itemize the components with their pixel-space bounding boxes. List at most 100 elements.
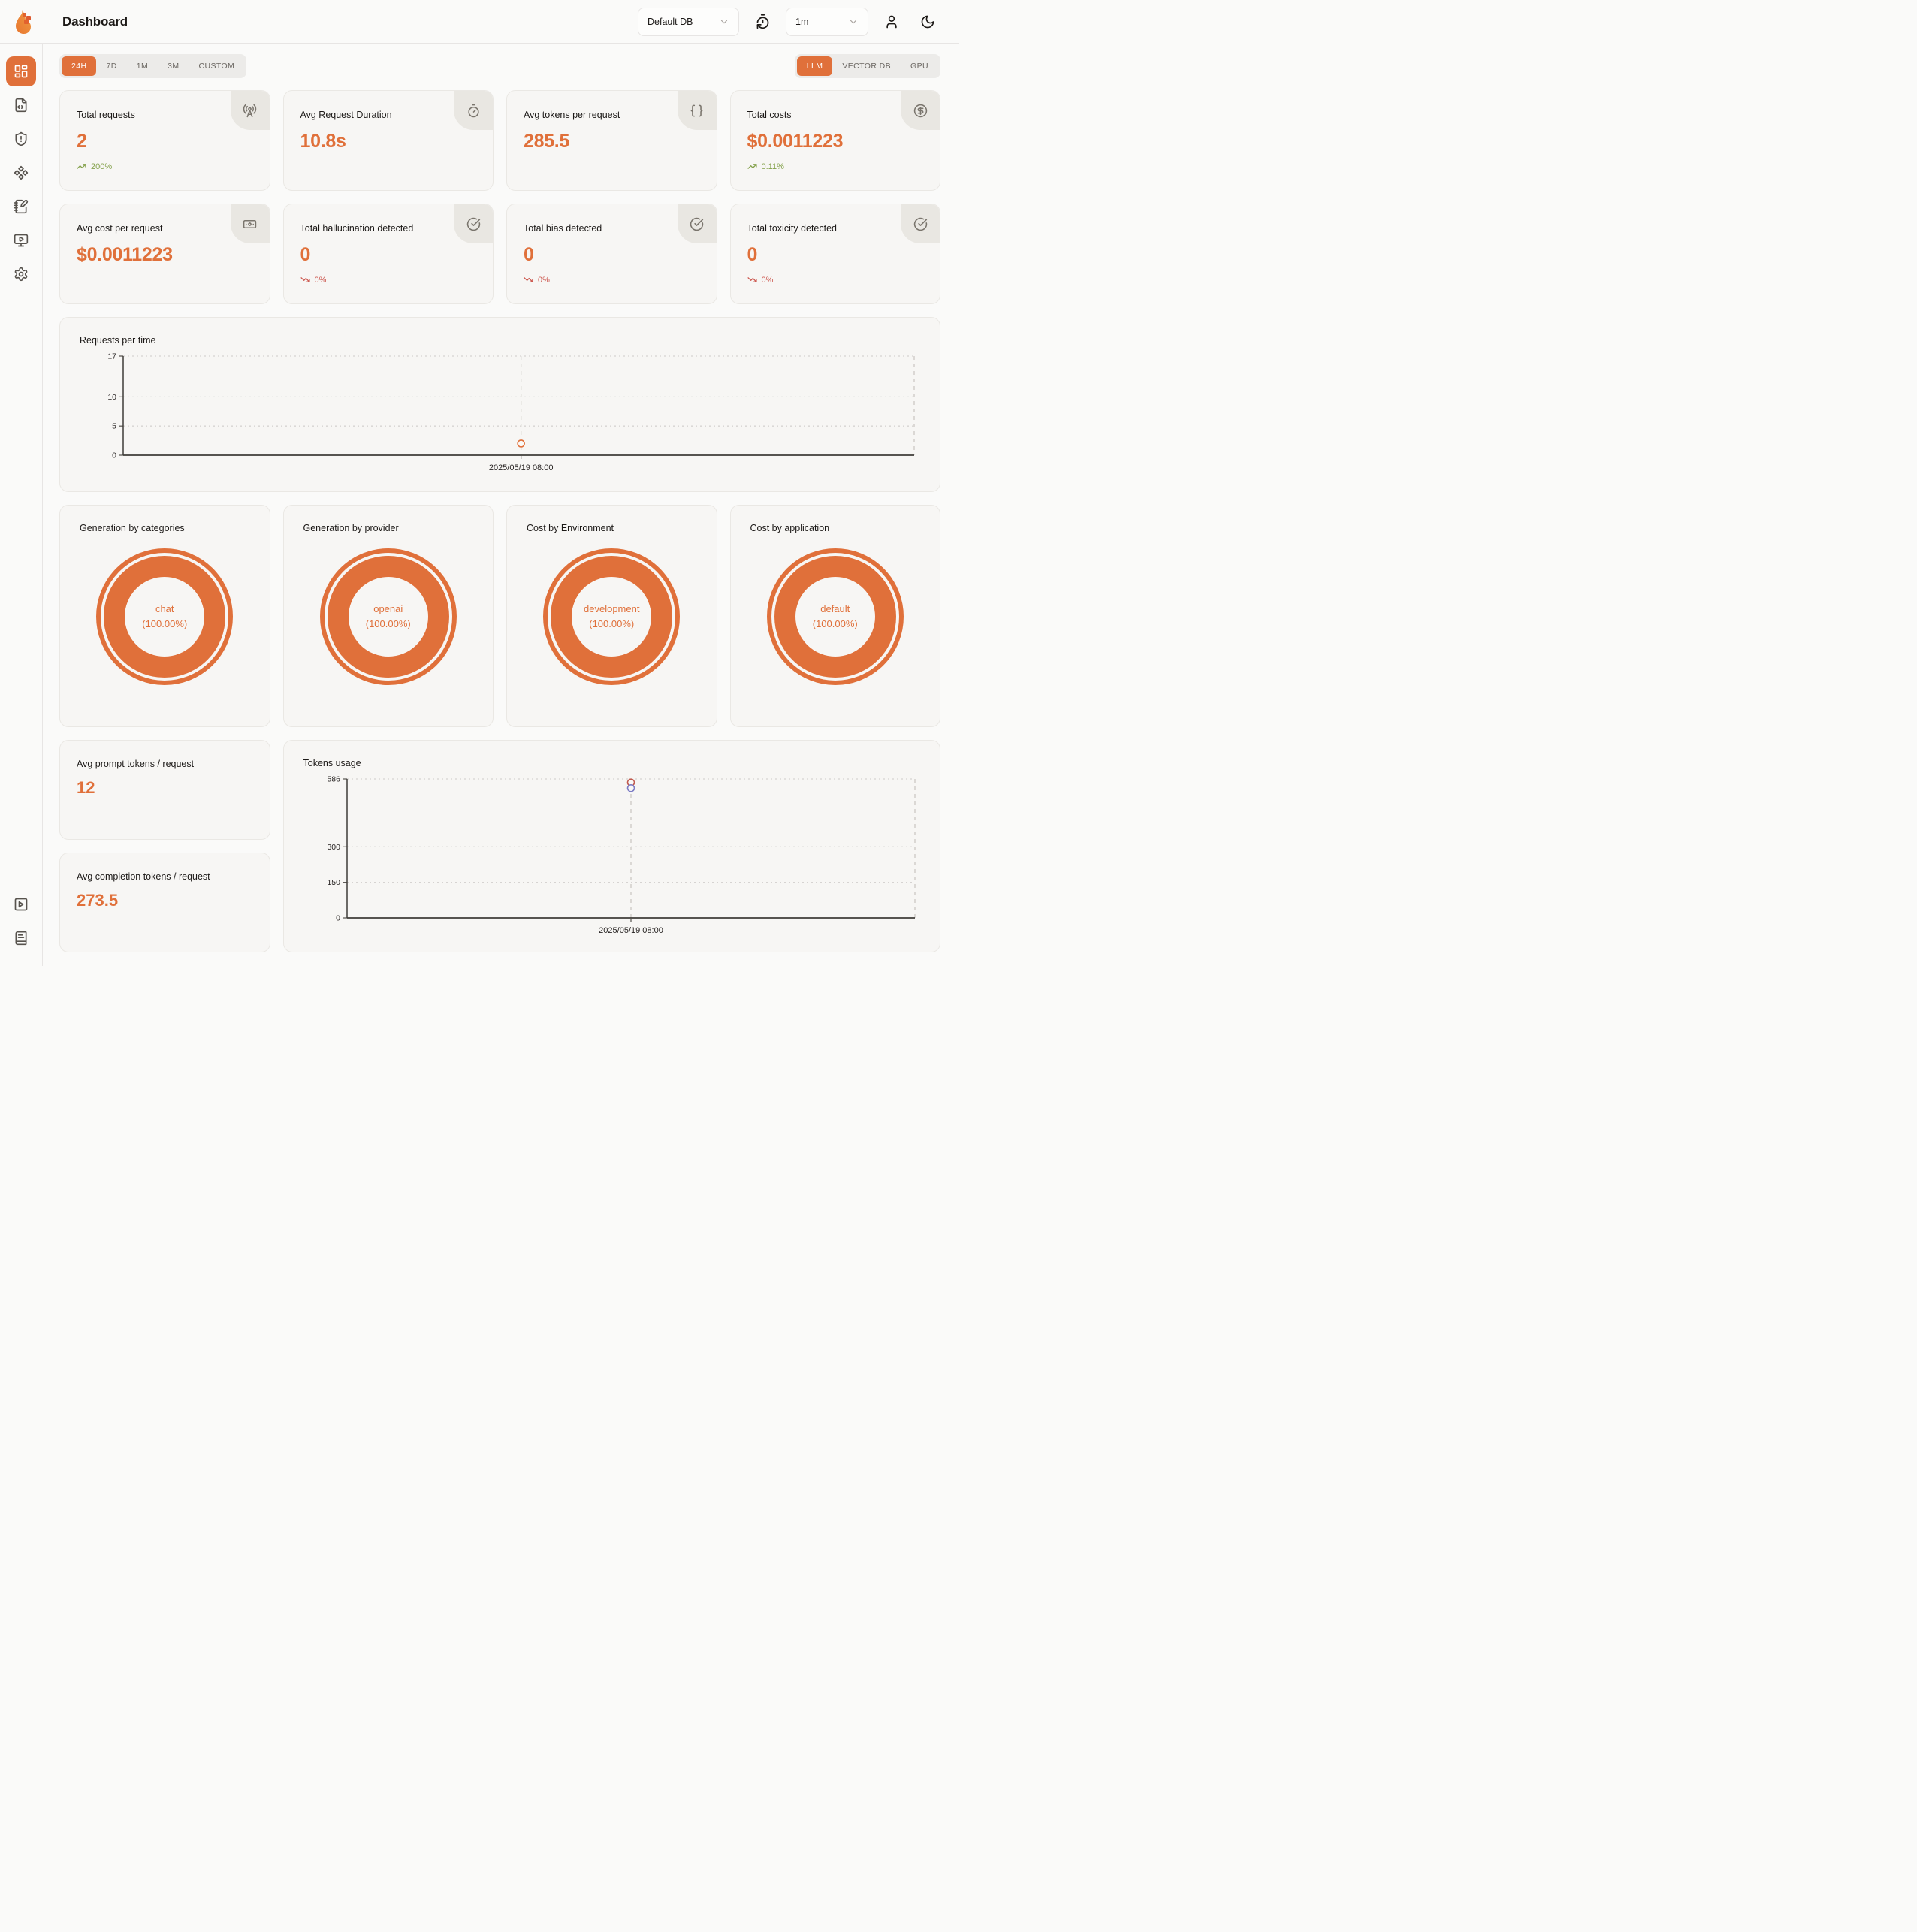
trending-up-icon bbox=[77, 164, 86, 169]
sidebar-item-settings[interactable] bbox=[6, 259, 36, 289]
sidebar-item-monitor-play[interactable] bbox=[6, 225, 36, 255]
tab-gpu[interactable]: GPU bbox=[901, 56, 938, 76]
stat-label: Avg completion tokens / request bbox=[77, 871, 210, 882]
stat-trend: 0% bbox=[300, 275, 477, 285]
stat-value: 0 bbox=[747, 244, 758, 265]
stat-value: 12 bbox=[77, 778, 95, 797]
tab-1m[interactable]: 1M bbox=[127, 56, 158, 76]
svg-text:150: 150 bbox=[327, 878, 340, 887]
svg-text:586: 586 bbox=[327, 775, 340, 784]
trending-down-icon bbox=[524, 277, 533, 282]
user-button[interactable] bbox=[879, 9, 904, 35]
stat-label: Avg tokens per request bbox=[524, 110, 620, 120]
chart-title: Cost by Environment bbox=[527, 523, 614, 533]
stat-cards-row-1: Total requests 2 200% Avg Request Durati… bbox=[59, 90, 940, 191]
stat-card-total-requests: Total requests 2 200% bbox=[59, 90, 270, 191]
avg-completion-tokens-card: Avg completion tokens / request 273.5 bbox=[59, 853, 270, 952]
tab-3m[interactable]: 3M bbox=[158, 56, 189, 76]
stat-card-total-costs: Total costs $0.0011223 0.11% bbox=[729, 90, 940, 191]
corner-badge bbox=[454, 91, 493, 130]
donut-segment-name: development bbox=[584, 602, 640, 614]
tab-24h[interactable]: 24H bbox=[62, 56, 97, 76]
stat-label: Total costs bbox=[747, 110, 792, 120]
interval-select-value: 1m bbox=[795, 16, 809, 27]
header: Dashboard Default DB 1m bbox=[43, 0, 958, 44]
corner-badge bbox=[677, 204, 717, 243]
stat-value: 0 bbox=[300, 244, 311, 265]
stat-card-total-bias: Total bias detected 0 0% bbox=[506, 204, 717, 304]
braces-icon bbox=[690, 104, 703, 116]
corner-badge bbox=[901, 204, 940, 243]
sidebar-item-shield-alert[interactable] bbox=[6, 124, 36, 154]
app-window: Dashboard Default DB 1m bbox=[0, 0, 958, 966]
interval-select[interactable]: 1m bbox=[786, 7, 868, 36]
tab-llm[interactable]: LLM bbox=[796, 56, 833, 76]
tab-custom[interactable]: CUSTOM bbox=[189, 56, 244, 76]
chart-title: Generation by provider bbox=[303, 523, 399, 533]
flame-logo-icon bbox=[15, 9, 31, 34]
sidebar-item-file-code[interactable] bbox=[6, 90, 36, 120]
svg-text:2025/05/19 08:00: 2025/05/19 08:00 bbox=[489, 463, 554, 472]
donut-center-label: chat (100.00%) bbox=[93, 545, 236, 688]
tab-vector-db[interactable]: VECTOR DB bbox=[832, 56, 901, 76]
sidebar-item-dashboard[interactable] bbox=[6, 56, 36, 86]
stat-trend: 200% bbox=[77, 162, 253, 171]
stat-value: 273.5 bbox=[77, 891, 119, 910]
tokens-usage-card: Tokens usage 0 150 300 586 2025/05/19 08:00 bbox=[282, 740, 940, 952]
sidebar-item-component[interactable] bbox=[6, 158, 36, 188]
svg-text:5: 5 bbox=[112, 422, 116, 431]
user-icon bbox=[886, 15, 897, 28]
donut-chart: chat (100.00%) bbox=[93, 545, 236, 688]
timer-reset-icon bbox=[756, 14, 768, 29]
sidebar-item-square-play[interactable] bbox=[6, 889, 36, 919]
donut-card-categories: Generation by categories chat (100.00%) bbox=[59, 505, 270, 727]
stat-card-total-toxicity: Total toxicity detected 0 0% bbox=[729, 204, 940, 304]
banknote-icon bbox=[243, 219, 257, 228]
refresh-timer-button[interactable] bbox=[750, 9, 775, 35]
donut-segment-pct: (100.00%) bbox=[589, 618, 635, 629]
stat-value: 10.8s bbox=[300, 131, 346, 152]
donut-center-label: openai (100.00%) bbox=[317, 545, 460, 688]
stat-trend-value: 0% bbox=[761, 275, 774, 285]
stat-trend-value: 0% bbox=[314, 275, 327, 285]
stat-label: Total toxicity detected bbox=[747, 223, 838, 234]
corner-badge bbox=[677, 91, 717, 130]
svg-text:17: 17 bbox=[107, 352, 116, 361]
trending-up-icon bbox=[747, 164, 757, 169]
donut-ring bbox=[543, 548, 681, 685]
file-code-icon bbox=[15, 98, 27, 113]
donut-segment-name: openai bbox=[373, 602, 403, 614]
stat-trend: 0% bbox=[524, 275, 700, 285]
theme-toggle-button[interactable] bbox=[915, 9, 940, 35]
page-title: Dashboard bbox=[62, 14, 128, 29]
donut-center-label: default (100.00%) bbox=[764, 545, 907, 688]
main-content: 24H 7D 1M 3M CUSTOM LLM VECTOR DB GPU To… bbox=[43, 44, 958, 966]
header-actions: Default DB 1m bbox=[638, 7, 940, 36]
filter-row: 24H 7D 1M 3M CUSTOM LLM VECTOR DB GPU bbox=[59, 54, 940, 78]
donut-chart: openai (100.00%) bbox=[317, 545, 460, 688]
sidebar-item-notebook-pen[interactable] bbox=[6, 192, 36, 222]
time-range-tabs: 24H 7D 1M 3M CUSTOM bbox=[59, 54, 247, 78]
stat-trend-value: 0.11% bbox=[761, 162, 784, 171]
chart-title: Requests per time bbox=[80, 335, 156, 346]
stat-value: 285.5 bbox=[524, 131, 570, 152]
database-select[interactable]: Default DB bbox=[638, 7, 739, 36]
requests-per-time-chart: 0 5 10 17 2025/05/19 08:00 bbox=[80, 349, 920, 478]
stat-value: $0.0011223 bbox=[747, 131, 844, 152]
chevron-down-icon bbox=[720, 20, 728, 23]
stat-label: Avg prompt tokens / request bbox=[77, 759, 195, 769]
sidebar-item-book[interactable] bbox=[6, 923, 36, 953]
stat-cards-row-2: Avg cost per request $0.0011223 Total ha… bbox=[59, 204, 940, 304]
svg-text:300: 300 bbox=[327, 843, 340, 852]
donut-cards-row: Generation by categories chat (100.00%) … bbox=[59, 505, 940, 727]
stat-label: Total bias detected bbox=[524, 223, 602, 234]
svg-text:10: 10 bbox=[107, 393, 116, 402]
stat-value: 0 bbox=[524, 244, 534, 265]
corner-badge bbox=[454, 204, 493, 243]
shield-alert-icon bbox=[15, 131, 27, 146]
book-text-icon bbox=[15, 931, 27, 946]
stat-card-avg-tokens-per-request: Avg tokens per request 285.5 bbox=[506, 90, 717, 191]
circle-check-icon bbox=[913, 217, 927, 231]
stat-label: Total hallucination detected bbox=[300, 223, 414, 234]
tab-7d[interactable]: 7D bbox=[96, 56, 126, 76]
